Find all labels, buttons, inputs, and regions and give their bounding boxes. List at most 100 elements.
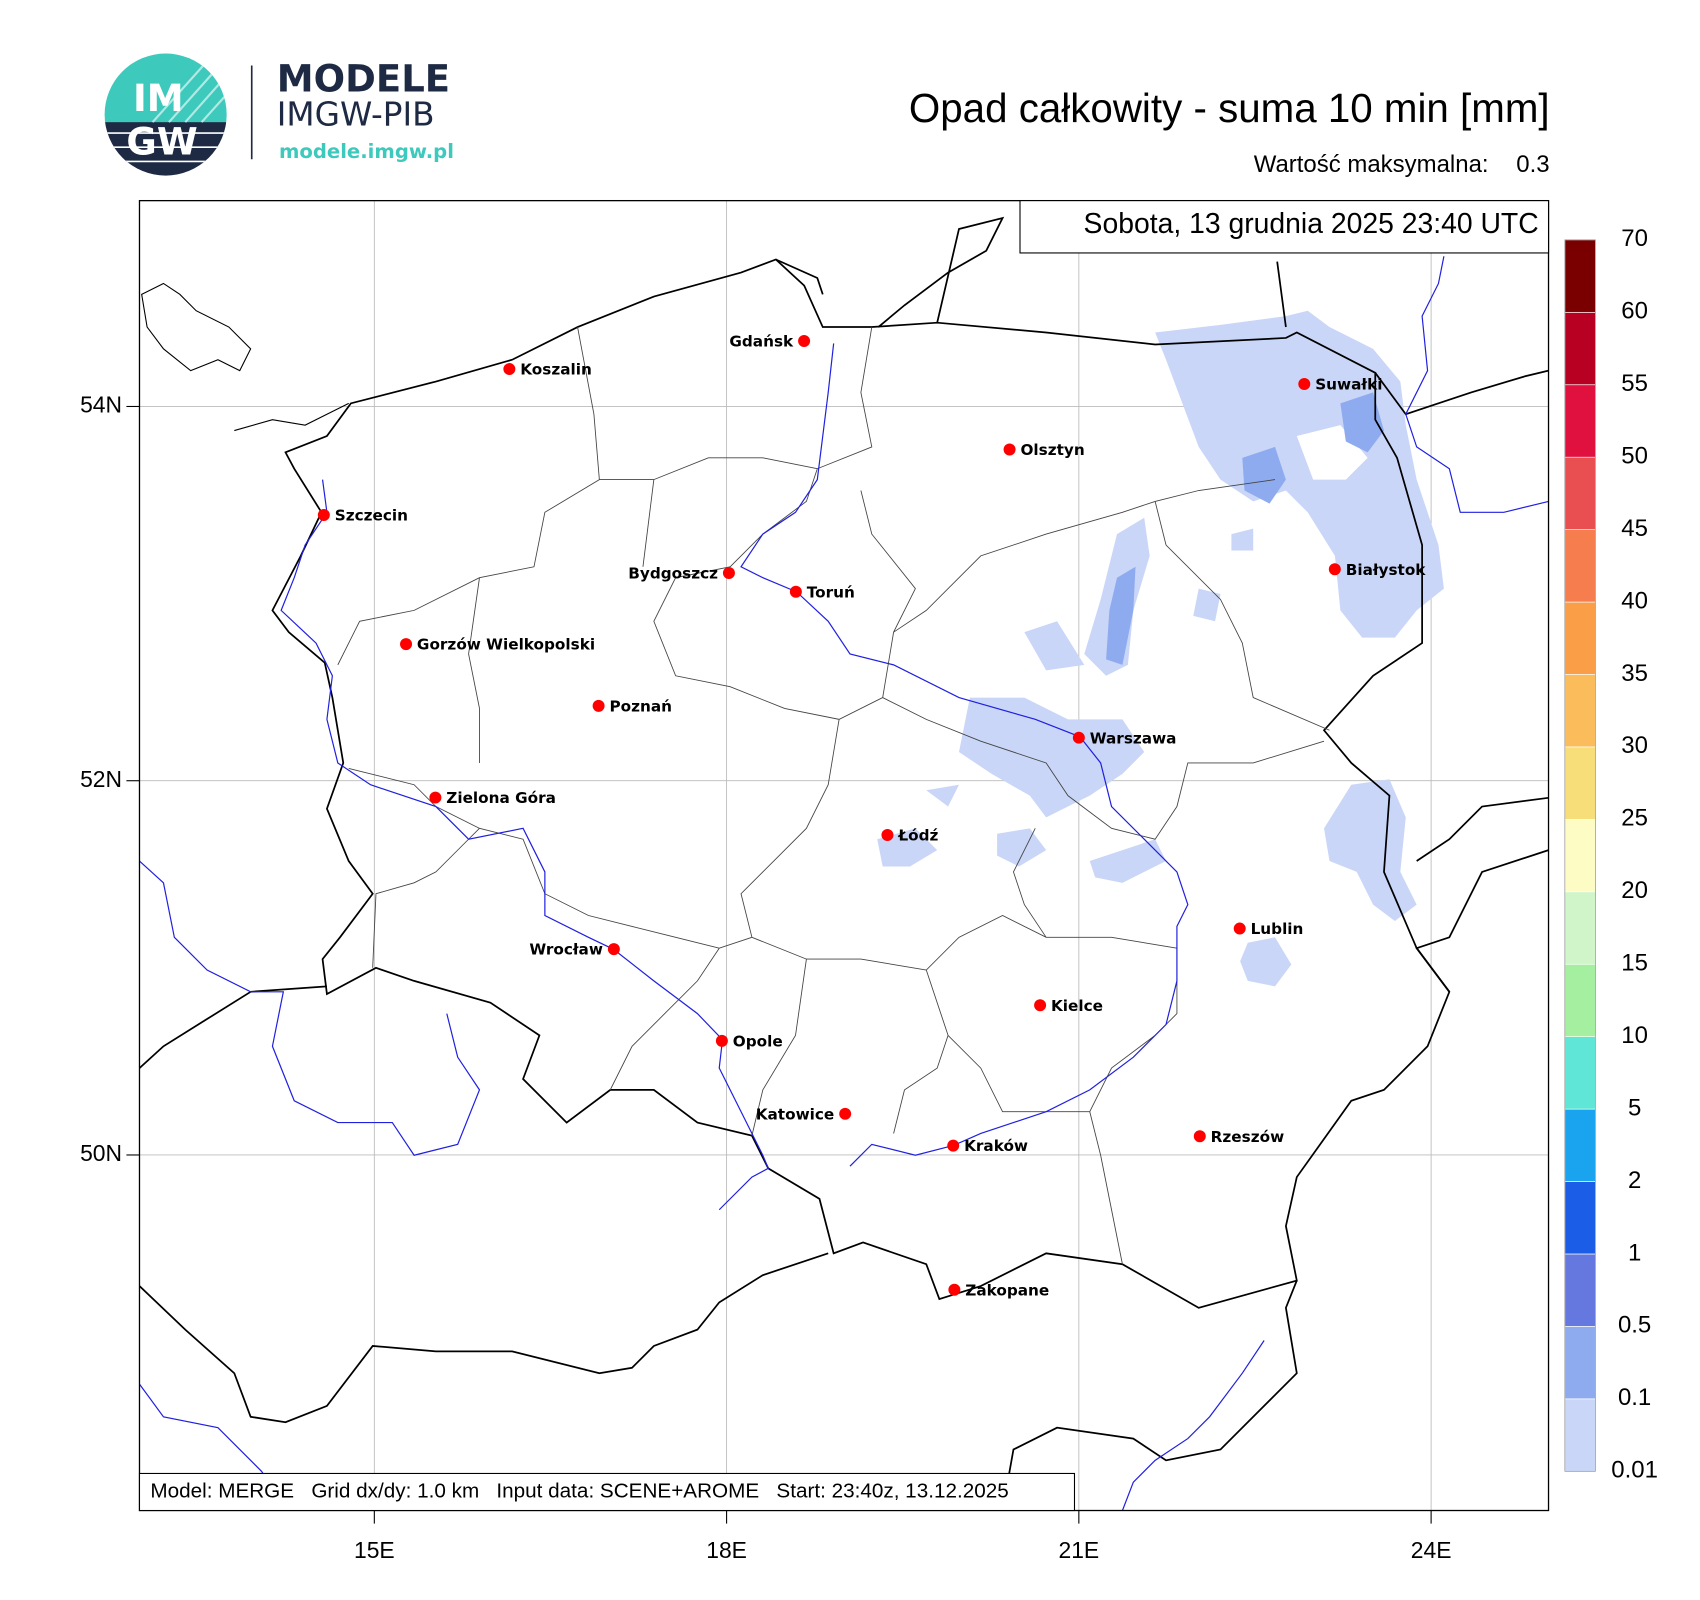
city-label: Łódź (897, 827, 938, 845)
city-label: Gdańsk (729, 333, 794, 351)
city-marker (881, 828, 894, 841)
colorbar-box (1564, 891, 1596, 965)
colorbar-box (1564, 601, 1596, 675)
colorbar-label: 45 (1621, 515, 1648, 542)
precipitation (877, 310, 1444, 987)
colorbar-box (1564, 456, 1596, 530)
colorbar-box (1564, 1181, 1596, 1255)
colorbar-box (1564, 963, 1596, 1037)
colorbar-box (1564, 384, 1596, 458)
city-label: Kraków (964, 1137, 1028, 1155)
colorbar-box (1564, 239, 1596, 313)
brand-sub: IMGW-PIB (277, 96, 435, 134)
colorbar-frame (1564, 239, 1596, 1472)
colorbar-label: 5 (1628, 1094, 1641, 1121)
y-tick-label: 54N (80, 392, 122, 418)
grid: 15E 18E 21E 24E 50N 52N 54N (80, 200, 1549, 1563)
colorbar-label: 25 (1621, 805, 1648, 832)
x-tick-label: 15E (354, 1537, 395, 1563)
colorbar-label: 50 (1621, 443, 1648, 470)
city-marker (789, 585, 802, 598)
city-label: Olsztyn (1020, 441, 1084, 459)
city-label: Katowice (756, 1105, 835, 1123)
city-marker (715, 1034, 728, 1047)
city-label: Zakopane (965, 1281, 1049, 1299)
city-marker (429, 791, 442, 804)
city-marker (1034, 999, 1047, 1012)
colorbar-label: 70 (1621, 225, 1648, 252)
url: modele.imgw.pl (279, 140, 454, 163)
city-label: Zielona Góra (446, 789, 556, 807)
colorbar-label: 20 (1621, 877, 1648, 904)
colorbar-box (1564, 674, 1596, 748)
max-value: 0.3 (1516, 151, 1549, 178)
colorbar-label: 0.1 (1618, 1384, 1651, 1411)
city-marker (722, 567, 735, 580)
logo-text: IM (133, 77, 184, 120)
y-tick-label: 50N (80, 1140, 122, 1166)
colorbar-box (1564, 1398, 1596, 1472)
colorbar-label: 40 (1621, 587, 1648, 614)
city-label: Bydgoszcz (628, 565, 718, 583)
map (139, 216, 1549, 1511)
colorbar-box (1564, 1108, 1596, 1182)
city-marker (1328, 563, 1341, 576)
city-marker (839, 1107, 852, 1120)
colorbar-label: 0.5 (1618, 1312, 1651, 1339)
colorbar-label: 10 (1621, 1022, 1648, 1049)
city-marker (592, 699, 605, 712)
city-label: Wrocław (529, 941, 603, 959)
colorbar-box (1564, 1253, 1596, 1327)
date: Sobota, 13 grudnia 2025 23:40 UTC (1084, 208, 1539, 240)
city-label: Suwałki (1315, 376, 1382, 394)
colorbar-box (1564, 529, 1596, 603)
city-label: Toruń (807, 583, 855, 601)
title: Opad całkowity - suma 10 min [mm] (909, 85, 1550, 131)
brand: MODELE (277, 57, 450, 100)
colorbar-label: 35 (1621, 660, 1648, 687)
colorbar-box (1564, 746, 1596, 820)
city-marker (798, 334, 811, 347)
city-marker (1233, 922, 1246, 935)
city-marker (948, 1283, 961, 1296)
colorbar-box (1564, 1036, 1596, 1110)
city-marker (317, 509, 330, 522)
city-marker (1003, 443, 1016, 456)
city-label: Opole (733, 1032, 783, 1050)
city-marker (607, 943, 620, 956)
colorbar-box (1564, 819, 1596, 893)
colorbar-label: 60 (1621, 298, 1648, 325)
city-label: Rzeszów (1211, 1128, 1284, 1146)
footer-box (138, 1472, 1076, 1512)
y-tick-label: 52N (80, 766, 122, 792)
city-marker (947, 1139, 960, 1152)
city-label: Lublin (1251, 920, 1304, 938)
colorbar-label: 55 (1621, 370, 1648, 397)
city-label: Poznań (609, 697, 672, 715)
city-label: Warszawa (1090, 729, 1177, 747)
city-label: Kielce (1051, 997, 1103, 1015)
logo: IM GW MODELE IMGW-PIB modele.imgw.pl (104, 53, 454, 176)
city-marker (1193, 1130, 1206, 1143)
max-label: Wartość maksymalna: (1254, 151, 1489, 178)
cities: Gdańsk Koszalin Szczecin Suwałki Olsztyn Biał… (317, 333, 1427, 1299)
city-label: Białystok (1346, 561, 1427, 579)
colorbar-label: 0.01 (1611, 1457, 1658, 1484)
city-marker (400, 638, 413, 651)
city-marker (1298, 378, 1311, 391)
city-marker (1072, 731, 1085, 744)
city-label: Gorzów Wielkopolski (417, 636, 595, 654)
colorbar-label: 15 (1621, 950, 1648, 977)
colorbar-label: 1 (1628, 1239, 1641, 1266)
colorbar-label: 2 (1628, 1167, 1641, 1194)
city-label: Szczecin (335, 507, 408, 525)
footer: Model: MERGE Grid dx/dy: 1.0 km Input da… (150, 1479, 1008, 1502)
city-label: Koszalin (520, 361, 592, 379)
logo-text: GW (126, 120, 197, 163)
city-marker (503, 363, 516, 376)
date-box (1019, 200, 1550, 254)
colorbar-label: 30 (1621, 732, 1648, 759)
x-tick-label: 21E (1058, 1537, 1099, 1563)
